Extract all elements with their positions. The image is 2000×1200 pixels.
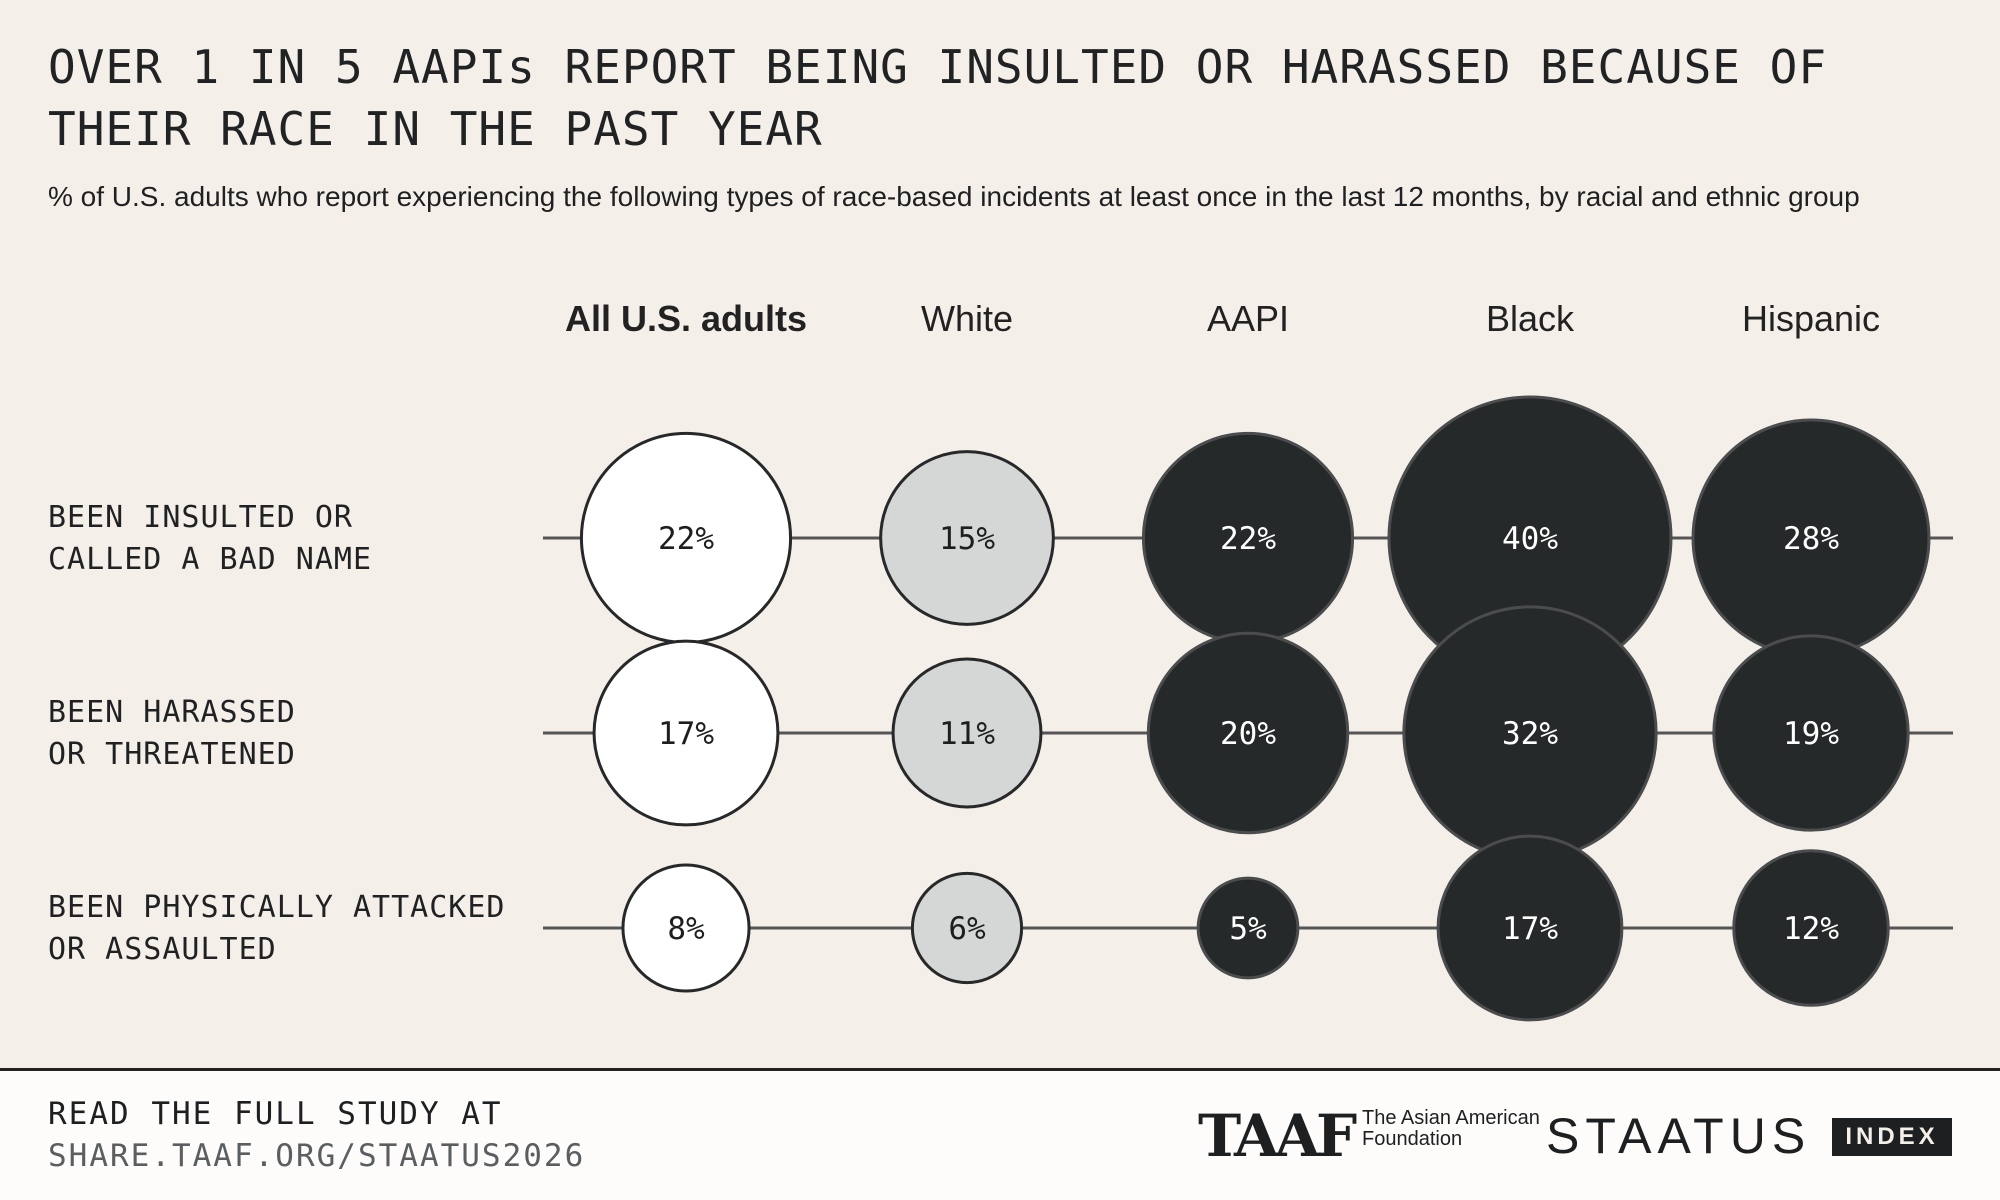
bubble-label-all-u-s-adults-row1: 22% xyxy=(658,521,714,557)
footer-cta-text: READ THE FULL STUDY AT xyxy=(48,1096,503,1132)
footer xyxy=(0,1071,2000,1200)
column-header-all-adults: All U.S. adults xyxy=(564,298,808,339)
row-label-attacked: BEEN PHYSICALLY ATTACKED OR ASSAULTED xyxy=(48,890,506,967)
footer-divider xyxy=(0,1068,2000,1071)
bubble-aapi-row3 xyxy=(1196,876,1300,980)
taaf-name: The Asian American Foundation xyxy=(1362,1107,1540,1150)
bubble-label-aapi-row2: 20% xyxy=(1220,716,1276,752)
row-label-harassed: BEEN HARASSED OR THREATENED xyxy=(48,695,296,772)
bubble-hispanic-row3 xyxy=(1732,849,1890,1007)
column-header-black: Black xyxy=(1485,298,1575,339)
column-header-white: White xyxy=(920,298,1014,339)
bubble-white-row2 xyxy=(891,657,1043,809)
bubble-hispanic-row2 xyxy=(1712,634,1910,832)
bubble-label-black-row1: 40% xyxy=(1502,521,1558,557)
bubble-label-white-row3: 6% xyxy=(948,911,986,947)
index-badge: INDEX xyxy=(1832,1118,1952,1156)
bubble-label-black-row2: 32% xyxy=(1502,716,1558,752)
footer-study-link[interactable]: SHARE.TAAF.ORG/STAATUS2026 xyxy=(48,1138,586,1174)
bubble-all-u-s-adults-row3 xyxy=(621,863,751,993)
chart-title: OVER 1 IN 5 AAPIs REPORT BEING INSULTED … xyxy=(48,40,1828,156)
bubble-label-white-row1: 15% xyxy=(939,521,995,557)
staatus-logo: STAATUS xyxy=(1546,1108,1812,1164)
taaf-logo: TAAF xyxy=(1198,1102,1357,1170)
bubble-label-hispanic-row3: 12% xyxy=(1783,911,1839,947)
column-header-hispanic: Hispanic xyxy=(1741,298,1881,339)
bubble-label-all-u-s-adults-row3: 8% xyxy=(667,911,705,947)
bubble-label-black-row3: 17% xyxy=(1502,911,1558,947)
bubble-white-row3 xyxy=(910,871,1024,985)
bubble-label-aapi-row1: 22% xyxy=(1220,521,1276,557)
column-header-aapi: AAPI xyxy=(1206,298,1290,339)
bubble-label-white-row2: 11% xyxy=(939,716,995,752)
bubble-label-aapi-row3: 5% xyxy=(1229,911,1267,947)
bubble-black-row3 xyxy=(1436,834,1624,1022)
row-label-insulted: BEEN INSULTED OR CALLED A BAD NAME xyxy=(48,500,373,577)
bubble-all-u-s-adults-row2 xyxy=(592,639,780,827)
bubble-chart: 22% 15% 22% 40% 28% 17% 11% 20% 32% 19% 8% 6% 5% 17% 1… xyxy=(543,395,1953,1022)
bubble-label-hispanic-row1: 28% xyxy=(1783,521,1839,557)
bubble-aapi-row2 xyxy=(1146,631,1350,835)
bubble-label-hispanic-row2: 19% xyxy=(1783,716,1839,752)
bubble-white-row1 xyxy=(879,450,1055,626)
chart-subtitle: % of U.S. adults who report experiencing… xyxy=(48,181,1860,212)
bubble-label-all-u-s-adults-row2: 17% xyxy=(658,716,714,752)
